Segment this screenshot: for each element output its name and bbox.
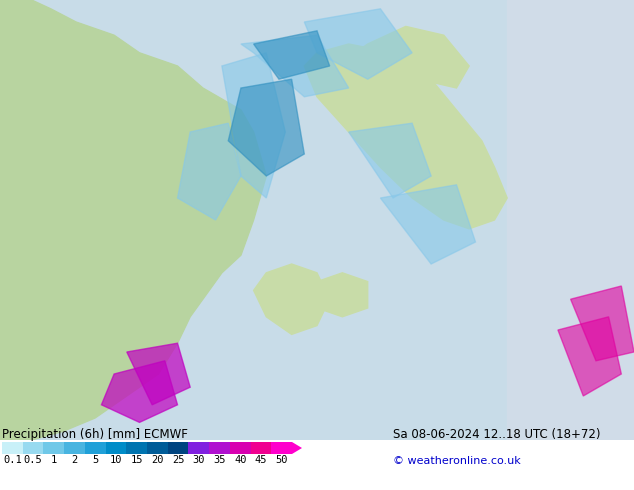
Polygon shape	[254, 31, 330, 79]
Polygon shape	[0, 0, 266, 440]
Polygon shape	[380, 185, 476, 264]
Text: 10: 10	[110, 455, 122, 465]
Text: 1: 1	[51, 455, 57, 465]
Bar	[2, 442, 23, 454]
Polygon shape	[571, 286, 634, 361]
Polygon shape	[304, 9, 412, 79]
Bar	[271, 442, 292, 454]
Text: Sa 08-06-2024 12..18 UTC (18+72): Sa 08-06-2024 12..18 UTC (18+72)	[393, 428, 600, 441]
Bar	[209, 442, 230, 454]
Text: 35: 35	[213, 455, 226, 465]
Polygon shape	[558, 317, 621, 396]
Polygon shape	[304, 44, 507, 229]
Bar	[168, 442, 188, 454]
Bar	[230, 442, 250, 454]
Bar	[126, 442, 147, 454]
Text: 5: 5	[92, 455, 98, 465]
Polygon shape	[349, 123, 431, 198]
Text: Precipitation (6h) [mm] ECMWF: Precipitation (6h) [mm] ECMWF	[2, 428, 188, 441]
Text: 25: 25	[172, 455, 184, 465]
Text: 0.1: 0.1	[3, 455, 22, 465]
Bar	[507, 0, 634, 440]
Polygon shape	[190, 114, 241, 264]
Polygon shape	[292, 442, 302, 454]
Polygon shape	[241, 35, 349, 97]
Polygon shape	[228, 79, 304, 176]
Bar	[43, 442, 64, 454]
Text: 2: 2	[72, 455, 77, 465]
Polygon shape	[101, 361, 178, 422]
Polygon shape	[317, 273, 368, 317]
Bar	[85, 442, 106, 454]
Text: 15: 15	[131, 455, 143, 465]
Text: 20: 20	[151, 455, 164, 465]
Text: © weatheronline.co.uk: © weatheronline.co.uk	[393, 456, 521, 466]
Bar	[147, 442, 168, 454]
Bar	[188, 442, 209, 454]
Bar	[106, 442, 126, 454]
Bar	[23, 442, 43, 454]
Polygon shape	[222, 53, 285, 198]
Text: 30: 30	[193, 455, 205, 465]
Text: 45: 45	[255, 455, 267, 465]
Bar	[64, 442, 85, 454]
Text: 50: 50	[275, 455, 288, 465]
Polygon shape	[254, 264, 330, 334]
Polygon shape	[178, 123, 241, 220]
Polygon shape	[355, 26, 469, 88]
Bar	[250, 442, 271, 454]
Text: 40: 40	[234, 455, 247, 465]
Text: 0.5: 0.5	[23, 455, 42, 465]
Polygon shape	[127, 343, 190, 405]
